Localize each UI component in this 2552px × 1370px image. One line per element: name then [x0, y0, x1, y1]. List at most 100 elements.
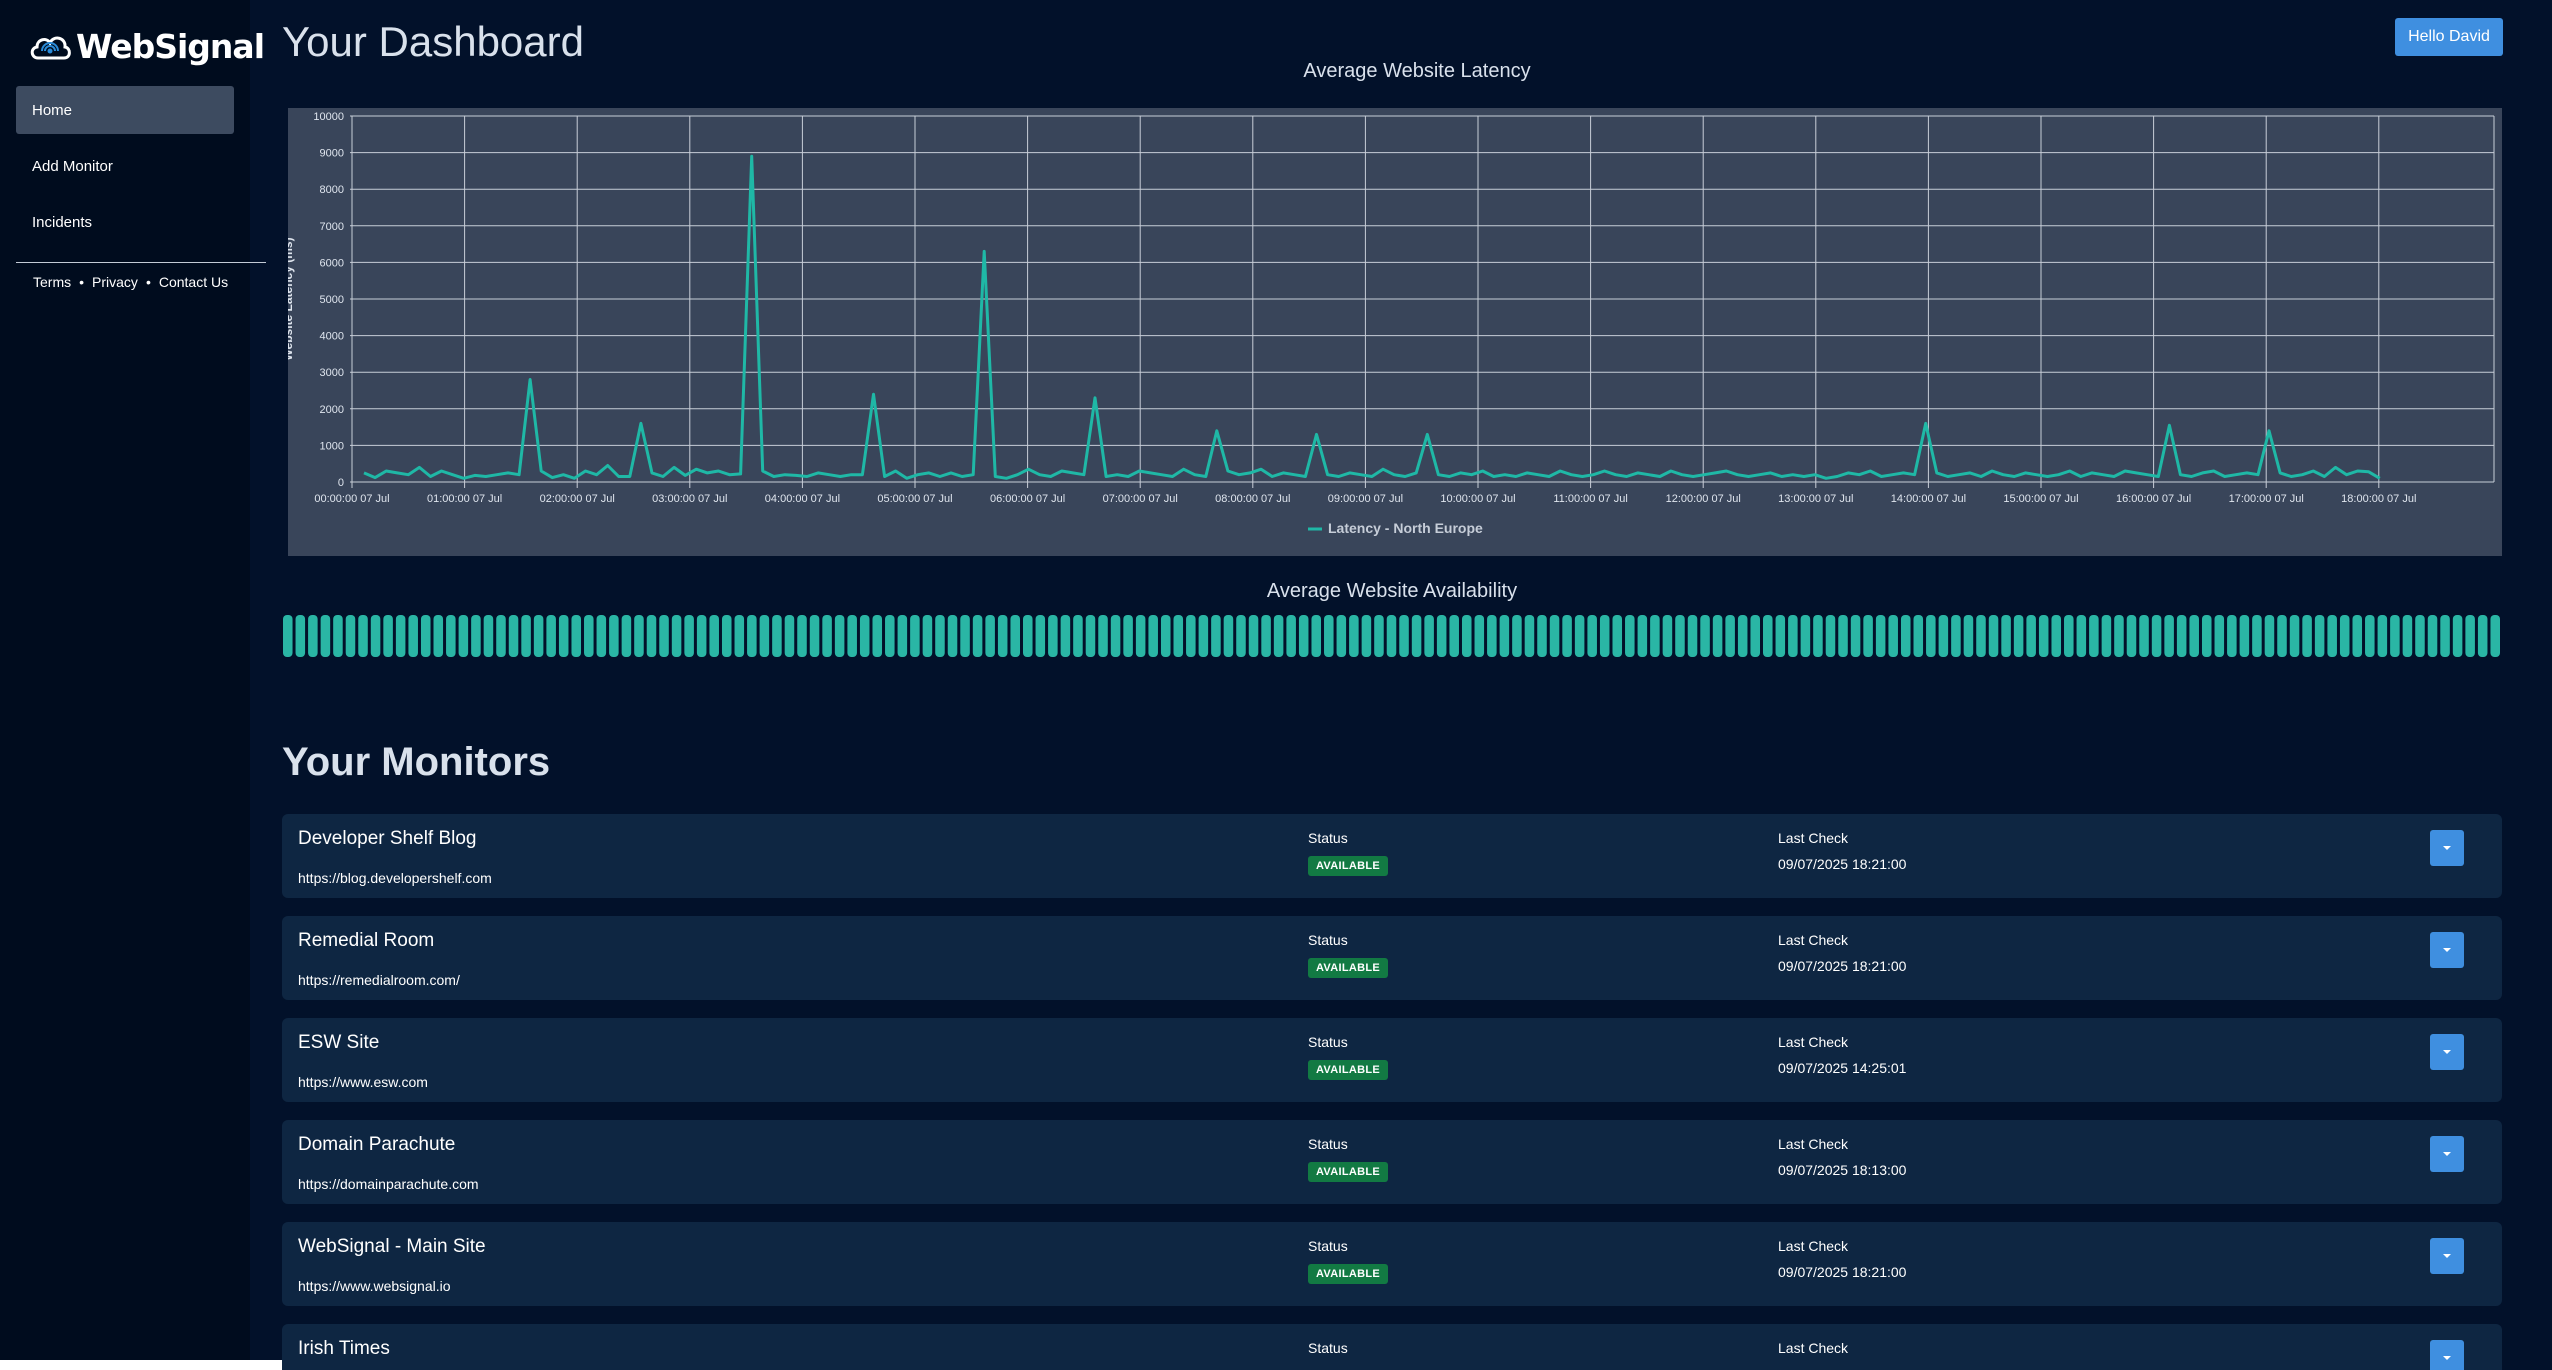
availability-segment[interactable]	[1938, 615, 1949, 657]
availability-segment[interactable]	[1875, 615, 1886, 657]
user-menu-button[interactable]: Hello David	[2395, 18, 2503, 56]
availability-segment[interactable]	[2013, 615, 2024, 657]
availability-segment[interactable]	[2427, 615, 2438, 657]
availability-segment[interactable]	[2415, 615, 2425, 657]
availability-segment[interactable]	[2164, 615, 2174, 657]
monitor-card[interactable]: Developer Shelf Blog https://blog.develop…	[282, 814, 2502, 898]
availability-segment[interactable]	[546, 615, 556, 657]
availability-segment[interactable]	[471, 615, 481, 657]
availability-segment[interactable]	[1349, 615, 1359, 657]
availability-segment[interactable]	[2377, 615, 2388, 657]
availability-segment[interactable]	[2352, 615, 2363, 657]
availability-segment[interactable]	[747, 615, 757, 657]
sidebar-item-incidents[interactable]: Incidents	[32, 213, 93, 231]
availability-segment[interactable]	[345, 615, 356, 657]
availability-segment[interactable]	[1248, 615, 1259, 657]
availability-segment[interactable]	[1549, 615, 1560, 657]
availability-segment[interactable]	[1060, 615, 1071, 657]
availability-segment[interactable]	[1863, 615, 1873, 657]
availability-segment[interactable]	[947, 615, 958, 657]
logo[interactable]: WebSignal	[28, 22, 265, 70]
contact-us-link[interactable]: Contact Us	[158, 274, 229, 290]
availability-segment[interactable]	[1085, 615, 1096, 657]
availability-segment[interactable]	[797, 615, 807, 657]
availability-segment[interactable]	[1449, 615, 1459, 657]
availability-segment[interactable]	[1223, 615, 1234, 657]
availability-segment[interactable]	[571, 615, 582, 657]
availability-segment[interactable]	[2051, 615, 2062, 657]
availability-segment[interactable]	[2038, 615, 2049, 657]
availability-segment[interactable]	[521, 615, 531, 657]
availability-segment[interactable]	[1637, 615, 1648, 657]
availability-segment[interactable]	[283, 615, 293, 657]
availability-segment[interactable]	[2277, 615, 2287, 657]
monitor-card[interactable]: Remedial Room https://remedialroom.com/St…	[282, 916, 2502, 1000]
availability-segment[interactable]	[420, 615, 431, 657]
availability-segment[interactable]	[2176, 615, 2187, 657]
availability-segment[interactable]	[847, 615, 857, 657]
availability-segment[interactable]	[1976, 615, 1986, 657]
availability-segment[interactable]	[2151, 615, 2162, 657]
monitor-options-button[interactable]	[2430, 932, 2464, 968]
monitor-options-button[interactable]	[2430, 830, 2464, 866]
monitor-options-button[interactable]	[2430, 1136, 2464, 1172]
availability-segment[interactable]	[584, 615, 594, 657]
availability-segment[interactable]	[483, 615, 494, 657]
availability-segment[interactable]	[2440, 615, 2450, 657]
availability-segment[interactable]	[1023, 615, 1033, 657]
availability-segment[interactable]	[1499, 615, 1510, 657]
availability-segment[interactable]	[859, 615, 870, 657]
availability-segment[interactable]	[1587, 615, 1597, 657]
monitor-options-button[interactable]	[2430, 1034, 2464, 1070]
availability-segment[interactable]	[1474, 615, 1485, 657]
availability-segment[interactable]	[1838, 615, 1848, 657]
availability-segment[interactable]	[696, 615, 707, 657]
availability-segment[interactable]	[809, 615, 820, 657]
monitor-card[interactable]: Irish Times Status Last Check	[282, 1324, 2502, 1370]
availability-segment[interactable]	[2214, 615, 2225, 657]
availability-segment[interactable]	[897, 615, 908, 657]
availability-segment[interactable]	[1135, 615, 1146, 657]
availability-segment[interactable]	[1160, 615, 1171, 657]
availability-segment[interactable]	[1712, 615, 1723, 657]
availability-segment[interactable]	[1951, 615, 1961, 657]
availability-segment[interactable]	[1424, 615, 1434, 657]
availability-segment[interactable]	[2302, 615, 2312, 657]
availability-segment[interactable]	[308, 615, 318, 657]
availability-segment[interactable]	[446, 615, 456, 657]
availability-segment[interactable]	[2390, 615, 2400, 657]
availability-segment[interactable]	[333, 615, 343, 657]
availability-segment[interactable]	[1273, 615, 1284, 657]
availability-segment[interactable]	[1236, 615, 1246, 657]
availability-segment[interactable]	[2126, 615, 2137, 657]
availability-segment[interactable]	[2452, 615, 2463, 657]
availability-segment[interactable]	[1775, 615, 1786, 657]
availability-segment[interactable]	[646, 615, 657, 657]
availability-segment[interactable]	[358, 615, 368, 657]
sidebar-item-add-monitor[interactable]: Add Monitor	[32, 157, 113, 175]
availability-segment[interactable]	[609, 615, 619, 657]
availability-segment[interactable]	[1599, 615, 1610, 657]
availability-segment[interactable]	[1336, 615, 1347, 657]
availability-segment[interactable]	[2026, 615, 2036, 657]
availability-segment[interactable]	[408, 615, 418, 657]
availability-segment[interactable]	[2064, 615, 2074, 657]
availability-segment[interactable]	[1700, 615, 1710, 657]
monitor-card[interactable]: WebSignal - Main Site https://www.websign…	[282, 1222, 2502, 1306]
availability-segment[interactable]	[1913, 615, 1924, 657]
availability-segment[interactable]	[1737, 615, 1748, 657]
availability-segment[interactable]	[709, 615, 719, 657]
availability-segment[interactable]	[1788, 615, 1798, 657]
availability-segment[interactable]	[383, 615, 393, 657]
availability-segment[interactable]	[2252, 615, 2262, 657]
availability-segment[interactable]	[721, 615, 732, 657]
availability-segment[interactable]	[1763, 615, 1773, 657]
availability-segment[interactable]	[1386, 615, 1397, 657]
availability-segment[interactable]	[1311, 615, 1322, 657]
availability-segment[interactable]	[1073, 615, 1083, 657]
availability-segment[interactable]	[2289, 615, 2300, 657]
availability-segment[interactable]	[1813, 615, 1823, 657]
privacy-link[interactable]: Privacy	[92, 274, 138, 290]
availability-segment[interactable]	[922, 615, 933, 657]
availability-segment[interactable]	[885, 615, 895, 657]
